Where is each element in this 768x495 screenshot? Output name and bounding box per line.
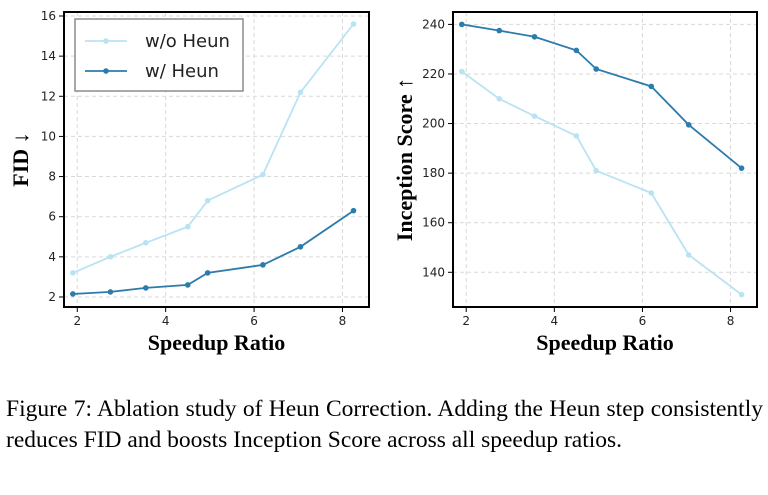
series-line-with-heun [72,209,355,295]
data-point-with-heun [738,165,745,171]
series-line-without-heun [461,70,743,296]
data-point-without-heun [184,223,191,230]
y-axis-title: FID ↓ [8,132,33,186]
y-tick-label: 4 [48,250,56,264]
data-point-with-heun [350,207,357,214]
x-axis-title: Speedup Ratio [148,330,286,355]
y-axis-title: Inception Score ↑ [392,78,417,241]
data-point-with-heun [459,21,465,28]
data-point-with-heun [648,83,655,90]
data-point-with-heun [260,262,266,268]
legend-label-with-heun: w/ Heun [145,61,219,82]
x-tick-label: 2 [462,314,470,328]
data-point-with-heun [142,285,149,291]
data-point-with-heun [685,121,692,128]
x-tick-label: 4 [162,314,170,328]
y-tick-label: 160 [422,216,445,230]
data-point-without-heun [297,89,304,96]
legend-marker-without-heun [103,38,109,44]
fid-chart: 2 4 6 8 2 4 6 8 10 12 14 16 Speedup Ratio FID ↓ w/o He… [8,9,370,355]
data-point-with-heun [70,291,76,297]
data-point-with-heun [184,282,191,288]
y-tick-label: 14 [41,49,56,63]
legend-label-without-heun: w/o Heun [145,31,230,52]
figure-caption: Figure 7: Ablation study of Heun Correct… [6,396,763,453]
legend-marker-with-heun [103,68,109,74]
data-point-without-heun [350,21,357,27]
y-tick-label: 200 [422,117,445,131]
data-point-without-heun [260,171,266,178]
plot-frame [452,11,758,308]
data-point-with-heun [573,47,580,54]
data-point-without-heun [142,239,149,246]
data-point-without-heun [648,190,655,196]
data-point-with-heun [107,289,114,295]
data-point-without-heun [496,95,503,102]
data-point-without-heun [459,68,465,75]
y-tick-label: 8 [48,170,56,184]
x-tick-label: 6 [250,314,258,328]
data-point-without-heun [573,133,580,139]
data-point-with-heun [204,270,211,276]
y-tick-label: 10 [41,129,56,143]
y-tick-label: 220 [422,67,445,81]
legend-box [74,18,244,92]
series-line-without-heun [72,23,355,274]
x-tick-label: 8 [727,314,735,328]
data-point-with-heun [297,243,304,250]
y-tick-label: 2 [48,290,56,304]
data-point-with-heun [593,66,599,72]
data-point-without-heun [593,167,599,174]
data-point-without-heun [204,197,211,204]
y-tick-label: 240 [422,17,445,31]
x-tick-label: 2 [73,314,81,328]
data-point-with-heun [531,33,538,40]
y-tick-label: 140 [422,265,445,279]
data-point-without-heun [685,252,692,258]
data-point-without-heun [70,270,76,276]
y-tick-label: 12 [41,89,56,103]
inception-score-chart: 2 4 6 8 140 160 180 200 220 240 Speedup Ratio Incep… [392,11,758,355]
plot-frame [63,11,370,308]
x-tick-label: 4 [551,314,559,328]
data-point-without-heun [738,291,745,298]
data-point-with-heun [496,27,503,34]
data-point-without-heun [107,254,114,260]
series-line-with-heun [461,23,743,169]
y-tick-label: 6 [48,210,56,224]
x-tick-label: 6 [639,314,647,328]
y-tick-label: 16 [41,9,56,23]
data-point-without-heun [531,113,538,119]
x-tick-label: 8 [339,314,347,328]
y-tick-label: 180 [422,166,445,180]
x-axis-title: Speedup Ratio [536,330,674,355]
